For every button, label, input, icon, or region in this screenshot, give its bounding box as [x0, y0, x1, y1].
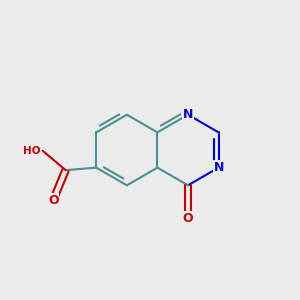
Text: O: O	[48, 194, 58, 207]
Text: O: O	[183, 212, 193, 225]
Text: N: N	[213, 161, 224, 174]
Text: HO: HO	[23, 146, 41, 156]
Text: N: N	[183, 108, 193, 121]
